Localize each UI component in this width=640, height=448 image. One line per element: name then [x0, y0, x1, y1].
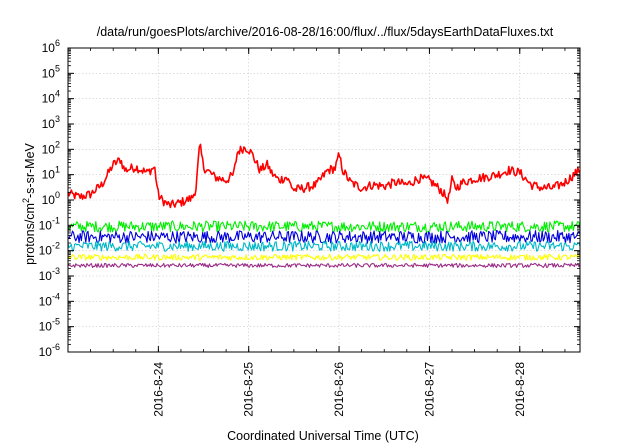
y-tick-label: 10-5 — [39, 317, 60, 334]
y-tick-label: 100 — [42, 190, 60, 207]
series-layer — [67, 143, 581, 269]
series-line-0 — [67, 143, 581, 209]
y-axis-label-post: -s-sr-MeV — [23, 142, 37, 198]
x-tick-label: 2016-8-26 — [332, 362, 346, 417]
x-tick-label: 2016-8-27 — [422, 362, 436, 417]
y-tick-label: 10-4 — [39, 291, 60, 308]
y-tick-label: 10-2 — [39, 241, 60, 258]
x-tick-label: 2016-8-25 — [242, 362, 256, 417]
y-axis-label: protons/cm2-s-sr-MeV — [21, 142, 37, 264]
y-tick-label: 10-1 — [39, 215, 60, 232]
series-line-3 — [67, 240, 581, 252]
series-line-5 — [67, 262, 581, 269]
y-tick-labels: 10-6 10-5 10-4 10-3 10-2 10-1 100 101 102 103 104 1… — [39, 38, 60, 359]
series-line-4 — [67, 253, 581, 261]
y-tick-label: 10-3 — [39, 266, 60, 283]
chart-title: /data/run/goesPlots/archive/2016-08-28/1… — [97, 25, 554, 39]
series-line-1 — [67, 220, 581, 233]
x-tick-labels: 2016-8-24 2016-8-25 2016-8-26 2016-8-27 2016… — [151, 362, 526, 417]
svg-text:protons/cm2-s-sr-MeV: protons/cm2-s-sr-MeV — [21, 142, 37, 264]
plot-frame — [67, 47, 581, 353]
y-tick-label: 106 — [42, 38, 60, 55]
y-tick-label: 102 — [42, 139, 60, 156]
y-tick-label: 10-6 — [39, 342, 60, 359]
y-axis-label-sup: 2 — [21, 198, 31, 203]
y-axis-label-pre: protons/cm — [23, 203, 37, 265]
grid — [68, 48, 580, 352]
y-tick-label: 103 — [42, 114, 60, 131]
y-tick-label: 104 — [42, 89, 60, 106]
x-tick-label: 2016-8-24 — [151, 362, 165, 417]
y-tick-label: 101 — [42, 165, 60, 182]
x-tick-label: 2016-8-28 — [513, 362, 527, 417]
x-axis-label: Coordinated Universal Time (UTC) — [227, 429, 419, 443]
y-tick-label: 105 — [42, 63, 60, 80]
